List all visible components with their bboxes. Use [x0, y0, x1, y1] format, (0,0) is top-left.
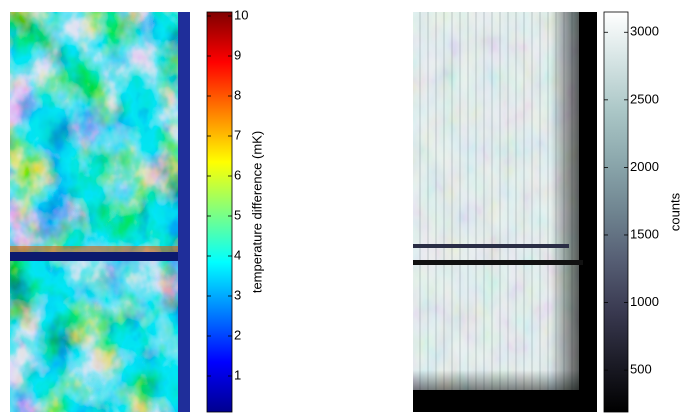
colorbar-label: temperature difference (mK) [249, 131, 264, 293]
colorbar-tick-label: 3 [234, 287, 241, 302]
colorbar-tick-label: 2500 [630, 91, 659, 106]
colorbar-tick-label: 500 [630, 362, 652, 377]
colorbar-tick-label: 1000 [630, 294, 659, 309]
colorbar-tick-label: 5 [234, 207, 241, 222]
figure: 1 2 3 4 5 6 7 8 9 10 temperature difference (mK) 5… [0, 0, 685, 414]
colorbar-scale [207, 12, 232, 412]
colorbar-tick-label: 1500 [630, 226, 659, 241]
colorbar-tick-label: 3000 [630, 24, 659, 39]
luminescence-image [413, 12, 597, 412]
colorbar-tick-label: 7 [234, 127, 241, 142]
colorbar-tick-label: 1 [234, 367, 241, 382]
thermal-image [10, 12, 190, 412]
colorbar-tick-label: 6 [234, 167, 241, 182]
colorbar-label: counts [667, 192, 682, 231]
colorbar-tick-label: 10 [234, 7, 248, 22]
colorbar-tick-label: 2000 [630, 159, 659, 174]
colorbar-tick-label: 9 [234, 47, 241, 62]
colorbar-tick-label: 4 [234, 247, 241, 262]
colorbar-tick-label: 8 [234, 87, 241, 102]
colorbar: 500 1000 1500 2000 2500 3000 counts [604, 12, 682, 412]
colorbar: 1 2 3 4 5 6 7 8 9 10 temperature difference (mK) [207, 7, 264, 412]
colorbar-tick-label: 2 [234, 327, 241, 342]
colorbar-scale [604, 12, 628, 412]
